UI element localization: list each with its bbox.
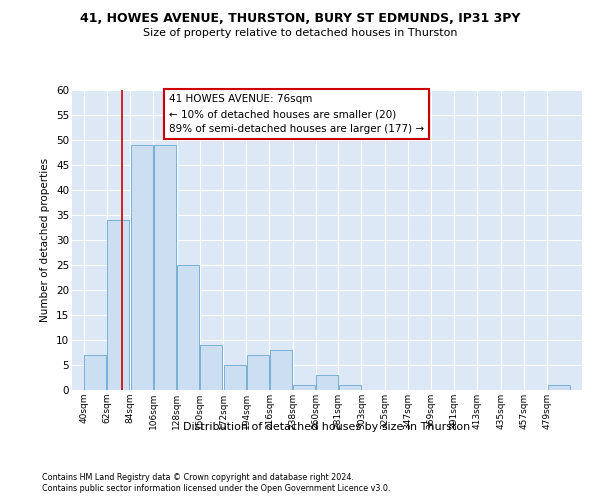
Bar — [224, 365, 245, 390]
Bar — [338, 385, 361, 390]
Text: Distribution of detached houses by size in Thurston: Distribution of detached houses by size … — [184, 422, 470, 432]
Bar — [270, 350, 292, 390]
Bar — [200, 345, 223, 390]
Bar — [548, 385, 570, 390]
Text: 41 HOWES AVENUE: 76sqm
← 10% of detached houses are smaller (20)
89% of semi-det: 41 HOWES AVENUE: 76sqm ← 10% of detached… — [169, 94, 424, 134]
Text: Size of property relative to detached houses in Thurston: Size of property relative to detached ho… — [143, 28, 457, 38]
Y-axis label: Number of detached properties: Number of detached properties — [40, 158, 50, 322]
Bar — [154, 145, 176, 390]
Bar — [84, 355, 106, 390]
Bar — [247, 355, 269, 390]
Bar — [293, 385, 316, 390]
Text: 41, HOWES AVENUE, THURSTON, BURY ST EDMUNDS, IP31 3PY: 41, HOWES AVENUE, THURSTON, BURY ST EDMU… — [80, 12, 520, 26]
Bar — [316, 375, 338, 390]
Text: Contains public sector information licensed under the Open Government Licence v3: Contains public sector information licen… — [42, 484, 391, 493]
Bar — [177, 265, 199, 390]
Text: Contains HM Land Registry data © Crown copyright and database right 2024.: Contains HM Land Registry data © Crown c… — [42, 472, 354, 482]
Bar — [107, 220, 130, 390]
Bar — [131, 145, 153, 390]
